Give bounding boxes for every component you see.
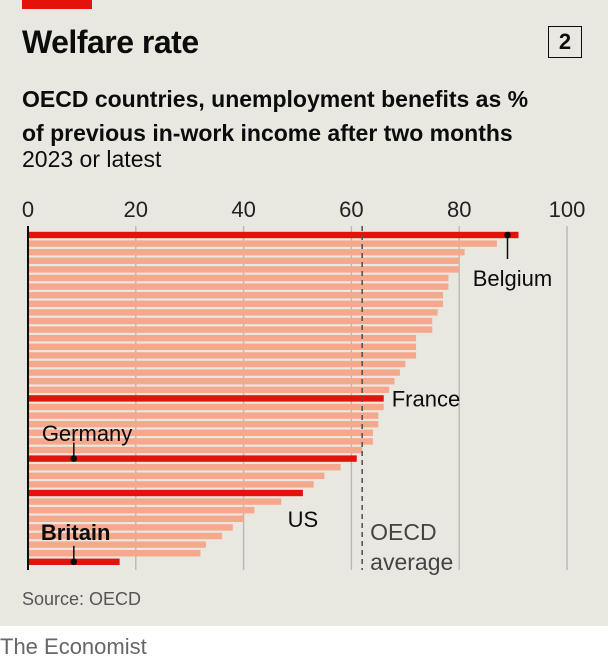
bar — [28, 352, 417, 359]
bar — [28, 292, 444, 299]
x-tick-label-40: 40 — [231, 197, 255, 222]
bar — [28, 266, 460, 273]
brand-red-tag — [22, 0, 92, 9]
source-note: Source: OECD — [22, 589, 142, 609]
brand-footer: The Economist — [0, 634, 147, 659]
bar — [28, 489, 303, 497]
x-tick-label-100: 100 — [549, 197, 586, 222]
label-germany: Germany — [42, 421, 132, 446]
bar — [28, 541, 206, 548]
bar — [28, 369, 400, 376]
bar — [28, 515, 244, 522]
x-tick-label-20: 20 — [124, 197, 148, 222]
bar — [28, 412, 379, 419]
bar — [28, 360, 406, 368]
bar — [28, 300, 444, 307]
bar — [28, 403, 384, 411]
bar — [28, 343, 417, 350]
bar — [28, 257, 460, 264]
label-us: US — [288, 507, 319, 532]
bar — [28, 309, 438, 316]
bar — [28, 231, 519, 239]
bar — [28, 395, 384, 402]
bar — [28, 283, 449, 290]
bar — [28, 455, 357, 462]
subtitle-line-2: of previous in-work income after two mon… — [22, 120, 513, 146]
germany-marker — [70, 455, 78, 462]
oecd-average-label-2: average — [370, 549, 453, 575]
bar — [28, 421, 379, 428]
bar — [28, 507, 255, 514]
bar — [28, 446, 363, 454]
x-tick-label-60: 60 — [339, 197, 363, 222]
label-belgium: Belgium — [473, 266, 552, 291]
bar — [28, 472, 325, 479]
bar — [28, 498, 282, 505]
bar — [28, 274, 449, 282]
bar — [28, 464, 341, 471]
chart-period: 2023 or latest — [22, 146, 162, 172]
bar — [28, 550, 201, 557]
chart-subtitle: OECD countries, unemployment benefits as… — [22, 82, 528, 150]
bar — [28, 378, 395, 385]
bar — [28, 249, 465, 256]
chart-title: Welfare rate — [22, 24, 199, 60]
label-britain: Britain — [41, 520, 111, 545]
bar — [28, 532, 223, 540]
bar — [28, 386, 390, 393]
bar — [28, 240, 497, 247]
bar — [28, 481, 314, 488]
bar — [28, 335, 417, 342]
label-france: France — [392, 386, 460, 411]
bar — [28, 438, 373, 445]
bar-chart: 0 20 40 60 80 100 OECD average Belgium France Germ… — [22, 197, 586, 575]
subtitle-line-1: OECD countries, unemployment benefits as… — [22, 86, 529, 112]
bar — [28, 429, 373, 436]
bar — [28, 317, 433, 325]
x-tick-label-80: 80 — [447, 197, 471, 222]
oecd-average-label: OECD — [370, 519, 436, 545]
chart-number-badge: 2 — [548, 26, 582, 58]
bar — [28, 326, 433, 333]
x-tick-label-0: 0 — [22, 197, 34, 222]
bar — [28, 524, 233, 531]
